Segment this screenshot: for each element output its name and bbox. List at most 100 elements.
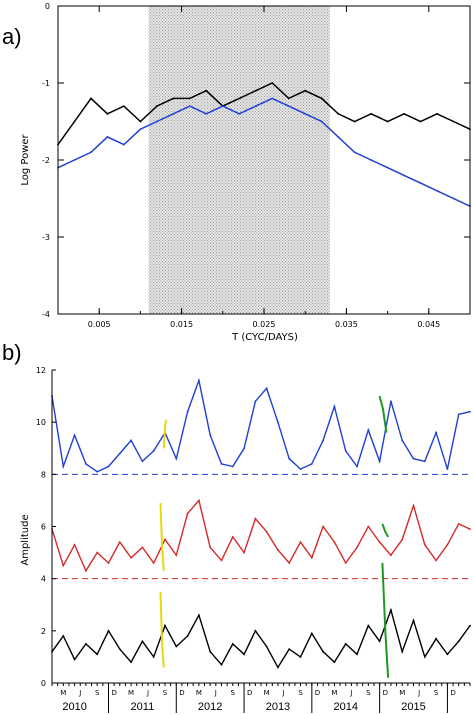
series-0-point: [436, 112, 438, 115]
amp-series-1-point: [390, 554, 392, 557]
amp-series-1-point: [73, 543, 76, 546]
amp-series-2-point: [175, 645, 178, 648]
amp-series-1-point: [107, 562, 110, 564]
amp-series-2-point: [435, 637, 438, 640]
series-0-point: [419, 120, 422, 123]
month-label: D: [450, 689, 455, 697]
amp-series-2-point: [141, 640, 144, 643]
amp-series-0-point: [277, 421, 279, 424]
amp-y-tick-label: 2: [41, 627, 46, 636]
series-0-point: [205, 89, 208, 92]
amp-series-1-point: [130, 556, 132, 559]
y-tick-label: -2: [42, 156, 50, 165]
month-label: J: [78, 689, 81, 697]
month-label: D: [383, 689, 388, 697]
amp-series-2-point: [186, 635, 189, 637]
series-0-point: [287, 97, 290, 100]
month-label: D: [315, 689, 320, 697]
series-0-point: [452, 120, 455, 123]
amp-series-0-point: [62, 465, 65, 468]
amp-series-2-point: [243, 653, 245, 656]
series-0-point: [155, 105, 158, 107]
series-1-point: [221, 105, 224, 107]
year-label: 2012: [198, 701, 222, 713]
amp-series-1-point: [435, 559, 438, 562]
series-1-point: [370, 159, 373, 161]
amp-series-1-point: [118, 541, 121, 544]
amp-series-1-point: [175, 554, 178, 557]
amp-y-tick-label: 8: [41, 470, 46, 479]
amp-series-1-point: [265, 530, 268, 533]
month-label: D: [179, 689, 184, 697]
amp-series-1-point: [277, 549, 279, 551]
x-tick-label: 0.005: [88, 320, 111, 329]
amp-series-1-point: [356, 546, 358, 549]
amp-series-1-point: [423, 543, 426, 546]
amp-series-1-point: [310, 556, 313, 559]
highlight-2: [162, 419, 168, 449]
amp-series-0-point: [96, 470, 99, 473]
panel-a-label: a): [2, 24, 22, 49]
series-0-point: [172, 97, 175, 100]
amp-series-1-point: [344, 562, 347, 564]
panel-b-ylabel: Amplitude: [20, 514, 31, 565]
amp-series-2-point: [367, 624, 370, 627]
y-tick-label: -4: [42, 310, 50, 319]
series-1-point: [123, 143, 125, 146]
series-1-point: [353, 151, 356, 154]
series-0-point: [353, 120, 356, 123]
series-1-point: [304, 112, 307, 115]
amp-series-1-point: [322, 525, 325, 528]
amp-series-2-point: [96, 653, 99, 656]
amp-series-0-point: [254, 400, 257, 403]
month-label: D: [111, 689, 116, 697]
highlight-0: [159, 591, 165, 668]
series-0-point: [320, 97, 323, 100]
amp-series-0-point: [141, 460, 144, 463]
x-tick-label: 0.015: [170, 320, 193, 329]
series-1-point: [403, 174, 405, 177]
amp-series-0-point: [446, 468, 449, 471]
amp-series-2-point: [344, 642, 347, 645]
amp-series-2-point: [288, 648, 291, 650]
month-label: J: [417, 689, 420, 697]
month-label: J: [349, 689, 352, 697]
amp-series-1-point: [62, 564, 65, 567]
amp-series-2-point: [390, 609, 392, 611]
amp-y-tick-label: 0: [41, 679, 46, 688]
amp-series-2-point: [446, 653, 449, 656]
series-0-point: [123, 105, 125, 107]
shaded-band: [148, 6, 330, 314]
month-label: S: [366, 689, 371, 697]
amp-series-line-1: [51, 498, 471, 573]
amp-series-2-point: [84, 642, 87, 645]
amp-y-tick-label: 4: [41, 575, 46, 584]
month-label: S: [163, 689, 168, 697]
panel-b-label: b): [2, 340, 22, 365]
panel-b: 0 2 4 6 8 10 12 M J S D M J S D M J S D M J S D M J S D M J S D 2010 201…: [36, 366, 471, 713]
amp-series-1-point: [152, 562, 155, 564]
year-label: 2011: [131, 701, 155, 713]
panel-a: 0.005 0.015 0.025 0.035 0.045 0 -1 -2 -3 -4: [42, 2, 471, 329]
amp-series-2-point: [152, 656, 155, 658]
month-label: M: [60, 689, 66, 697]
series-1-point: [155, 120, 158, 123]
amp-series-1-point: [333, 541, 336, 544]
series-0-point: [386, 120, 389, 123]
amp-series-2-point: [299, 656, 302, 658]
series-0-point: [337, 112, 340, 115]
amp-series-1-point: [446, 543, 449, 546]
amp-series-2-point: [356, 653, 358, 656]
amp-series-1-point: [209, 546, 212, 549]
amp-series-0-point: [130, 439, 132, 442]
amp-series-2-point: [265, 645, 268, 648]
amp-series-1-point: [457, 522, 460, 525]
series-0-point: [304, 89, 307, 92]
y-tick-label: 0: [45, 2, 50, 11]
amp-series-1-point: [412, 504, 415, 507]
amp-series-0-point: [107, 465, 110, 468]
month-label: M: [399, 689, 405, 697]
series-0-point: [370, 112, 373, 115]
amp-series-0-point: [435, 431, 438, 434]
